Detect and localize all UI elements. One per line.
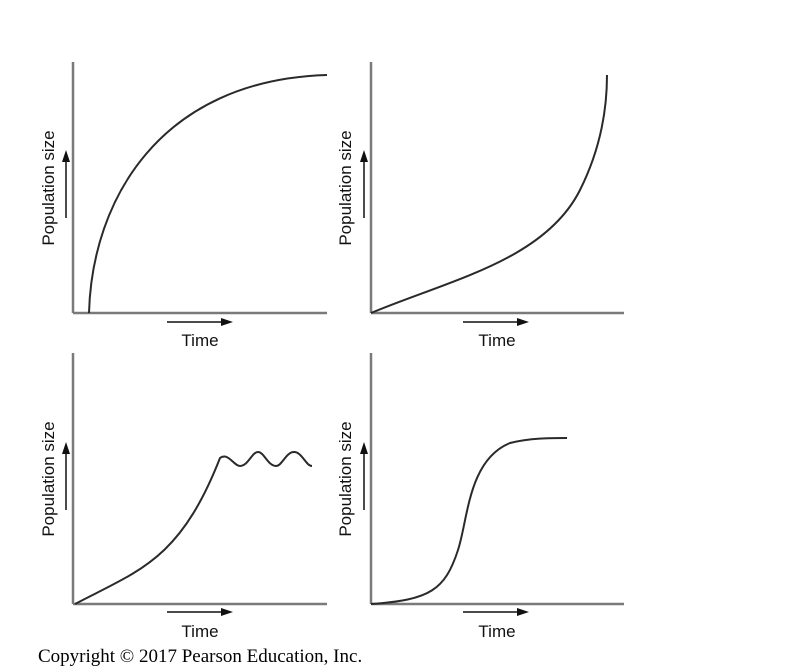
population-curve [370,74,608,314]
y-axis-arrow [360,442,368,510]
y-axis-arrow [360,150,368,218]
x-axis-label: Time [181,622,218,641]
x-axis-label: Time [181,331,218,350]
x-axis-arrow [167,608,233,616]
x-axis-label: Time [478,331,515,350]
x-axis-arrow [463,608,529,616]
population-curve [74,450,313,605]
y-axis-arrow [62,150,70,218]
panel-top-left: Population size Time [39,62,328,350]
population-curve [370,437,568,605]
copyright-notice: Copyright © 2017 Pearson Education, Inc. [38,646,363,667]
y-axis-label: Population size [39,130,58,245]
panel-bottom-right: Population size Time [336,353,624,641]
y-axis-label: Population size [336,130,355,245]
population-curve [88,74,328,314]
y-axis-label: Population size [39,421,58,536]
x-axis-arrow [167,318,233,326]
panel-top-right: Population size Time [336,62,624,350]
x-axis-arrow [463,318,529,326]
panel-bottom-left: Population size Time [39,353,327,641]
x-axis-label: Time [478,622,515,641]
y-axis-label: Population size [336,421,355,536]
y-axis-arrow [62,442,70,510]
